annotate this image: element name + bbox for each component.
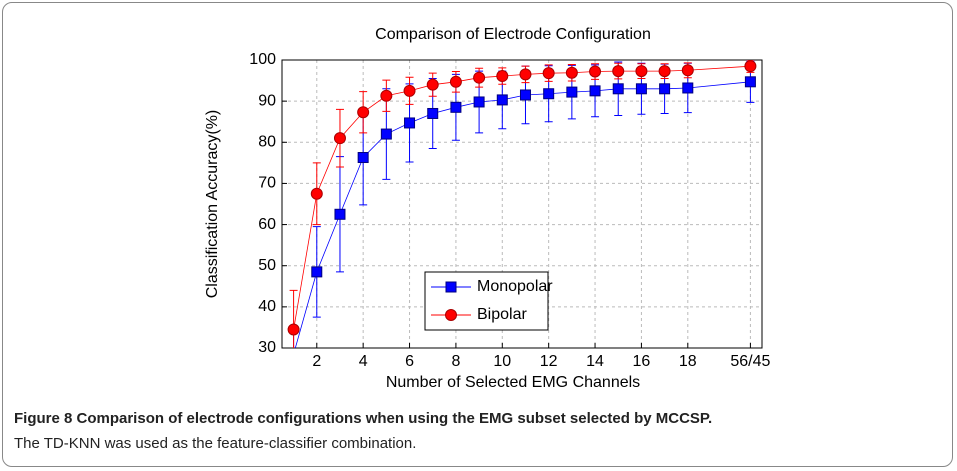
marker [682, 82, 694, 94]
marker [744, 60, 757, 73]
marker [404, 117, 416, 129]
marker [450, 101, 462, 113]
marker [519, 68, 532, 81]
marker [565, 66, 578, 79]
marker [542, 67, 555, 80]
marker [589, 65, 602, 78]
marker [473, 71, 486, 84]
x-tick-label: 6 [405, 353, 414, 370]
legend-marker [445, 281, 457, 293]
legend-label: Bipolar [477, 306, 527, 323]
marker [287, 323, 300, 336]
marker [635, 65, 648, 78]
y-axis-label: Classification Accuracy(%) [204, 110, 221, 299]
marker [566, 86, 578, 98]
marker [333, 132, 346, 145]
x-tick-label: 4 [359, 353, 368, 370]
marker [357, 106, 370, 119]
x-tick-label: 2 [312, 353, 321, 370]
caption-text: The TD-KNN was used as the feature-class… [14, 435, 417, 452]
y-tick-label: 90 [258, 92, 276, 109]
x-tick-label: 14 [586, 353, 604, 370]
marker [473, 96, 485, 108]
chart: Comparison of Electrode Configuration Nu… [204, 26, 770, 391]
marker [310, 187, 323, 200]
x-tick-label: 18 [679, 353, 697, 370]
marker [635, 83, 647, 95]
marker [311, 266, 323, 278]
marker [744, 76, 756, 88]
marker [519, 89, 531, 101]
y-tick-label: 70 [258, 175, 276, 192]
x-tick-label: 56/45 [730, 353, 770, 370]
marker [543, 88, 555, 100]
x-tick-label: 8 [451, 353, 460, 370]
y-tick-label: 100 [249, 51, 276, 68]
x-tick-label: 16 [633, 353, 651, 370]
marker [449, 75, 462, 88]
x-tick-label: 12 [540, 353, 558, 370]
caption-title: Figure 8 Comparison of electrode configu… [14, 410, 713, 427]
marker [289, 349, 299, 359]
marker [658, 65, 671, 78]
marker [403, 84, 416, 97]
y-tick-label: 30 [258, 339, 276, 356]
marker [334, 208, 346, 220]
y-tick-label: 40 [258, 298, 276, 315]
plot-frame [281, 59, 763, 349]
x-tick-label: 10 [493, 353, 511, 370]
marker [426, 78, 439, 91]
marker [612, 83, 624, 95]
marker [589, 85, 601, 97]
plot-area [287, 60, 757, 359]
marker [427, 107, 439, 119]
marker [380, 128, 392, 140]
marker [681, 64, 694, 77]
marker [380, 89, 393, 102]
marker [496, 94, 508, 106]
legend-marker [445, 309, 457, 321]
marker [659, 83, 671, 95]
y-tick-label: 80 [258, 134, 276, 151]
y-tick-label: 50 [258, 257, 276, 274]
legend-label: Monopolar [477, 278, 553, 295]
marker [612, 65, 625, 78]
y-tick-label: 60 [258, 216, 276, 233]
marker [357, 152, 369, 164]
marker [496, 70, 509, 83]
x-axis-label: Number of Selected EMG Channels [386, 374, 640, 391]
chart-title: Comparison of Electrode Configuration [375, 26, 651, 43]
